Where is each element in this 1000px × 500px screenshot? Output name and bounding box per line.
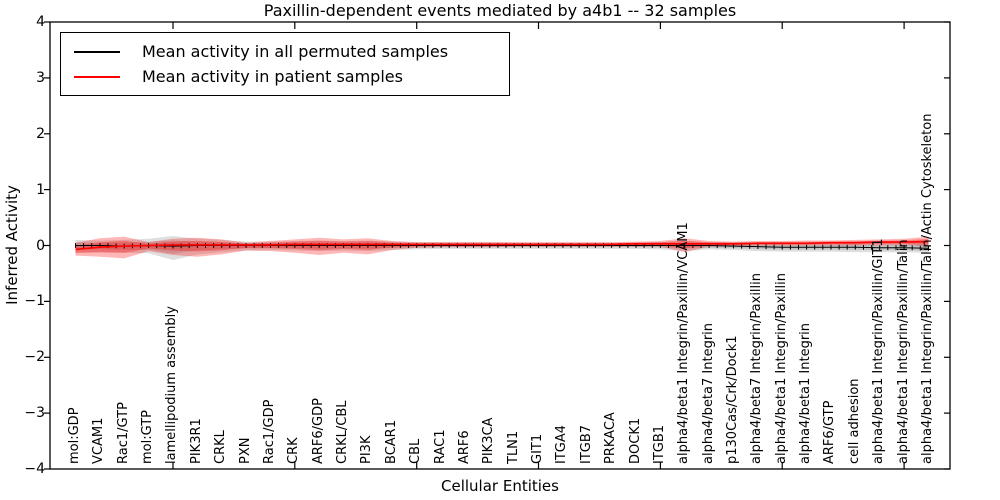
legend-label: Mean activity in all permuted samples (142, 41, 449, 61)
x-category-label: BCAR1 (383, 420, 399, 464)
x-category-label: GIT1 (530, 433, 546, 464)
x-category-label: lamellipodium assembly (164, 306, 180, 464)
y-tick-label: 3 (36, 69, 45, 86)
x-category-label: CRKL (213, 430, 229, 464)
x-category-label: CRKL/CBL (335, 400, 351, 465)
red-line-sample (74, 75, 120, 78)
x-category-label: Rac1/GDP (261, 399, 277, 464)
x-category-label: Rac1/GTP (115, 402, 131, 464)
x-axis-label: Cellular Entities (441, 477, 559, 495)
x-category-label: mol:GDP (67, 407, 82, 464)
x-category-label: DOCK1 (627, 417, 643, 464)
y-tick-label: −4 (24, 461, 45, 477)
x-category-label: PIK3R1 (188, 418, 204, 464)
y-tick-label: −1 (24, 293, 45, 310)
chart-title: Paxillin-dependent events mediated by a4… (263, 1, 737, 20)
x-category-label: CRK (286, 437, 302, 464)
x-category-label: cell adhesion (846, 378, 862, 464)
x-category-label: RAC1 (432, 429, 448, 464)
x-category-label: ITGB1 (651, 424, 667, 464)
x-category-label: alpha4/beta1 Integrin/Paxillin (773, 272, 789, 464)
permuted-range-band-outer (75, 236, 929, 260)
x-category-label: TLN1 (505, 430, 521, 464)
x-category-label: ARF6 (456, 430, 472, 464)
y-tick-label: −2 (24, 349, 45, 366)
x-category-label: ITGB7 (578, 424, 594, 464)
y-tick-label: −3 (24, 405, 45, 422)
x-category-label: PI3K (359, 435, 375, 464)
x-category-label: VCAM1 (91, 417, 107, 464)
x-category-label: alpha4/beta1 Integrin/Paxillin/GIT1 (871, 238, 887, 464)
y-tick-label: 1 (36, 181, 45, 198)
x-category-label: ARF6/GTP (822, 400, 838, 464)
patient-range-band-outer (75, 236, 929, 259)
x-category-label: ARF6/GDP (310, 398, 326, 464)
x-category-label: alpha4/beta7 Integrin/Paxillin (749, 272, 765, 464)
x-category-label: alpha4/beta1 Integrin/Paxillin/VCAM1 (676, 222, 692, 464)
x-category-label: alpha4/beta1 Integrin (798, 322, 814, 464)
patient-range-band-inner (75, 238, 929, 253)
patient-mean-line (75, 240, 929, 251)
legend-item-permuted: Mean activity in all permuted samples (74, 41, 509, 61)
legend-item-patient: Mean activity in patient samples (74, 66, 509, 86)
x-category-label: p130Cas/Crk/Dock1 (724, 335, 740, 464)
x-category-label: mol:GTP (140, 410, 156, 464)
x-category-label: alpha4/beta1 Integrin/Paxillin/Talin/Act… (919, 113, 935, 464)
x-category-label: alpha4/beta1 Integrin/Paxillin/Talin (895, 239, 911, 464)
x-category-label: CBL (408, 438, 424, 464)
black-line-sample (74, 50, 120, 53)
y-tick-label: 0 (36, 237, 45, 254)
legend: Mean activity in all permuted samples Me… (60, 32, 510, 96)
y-tick-label: 4 (36, 14, 45, 30)
x-category-label: PIK3CA (481, 417, 497, 464)
x-category-label: PRKACA (603, 412, 619, 464)
x-category-label: PXN (237, 437, 253, 464)
y-tick-label: 2 (36, 125, 45, 142)
legend-label: Mean activity in patient samples (142, 66, 403, 86)
x-category-label: alpha4/beta7 Integrin (700, 322, 716, 464)
x-category-label: ITGA4 (554, 424, 570, 464)
